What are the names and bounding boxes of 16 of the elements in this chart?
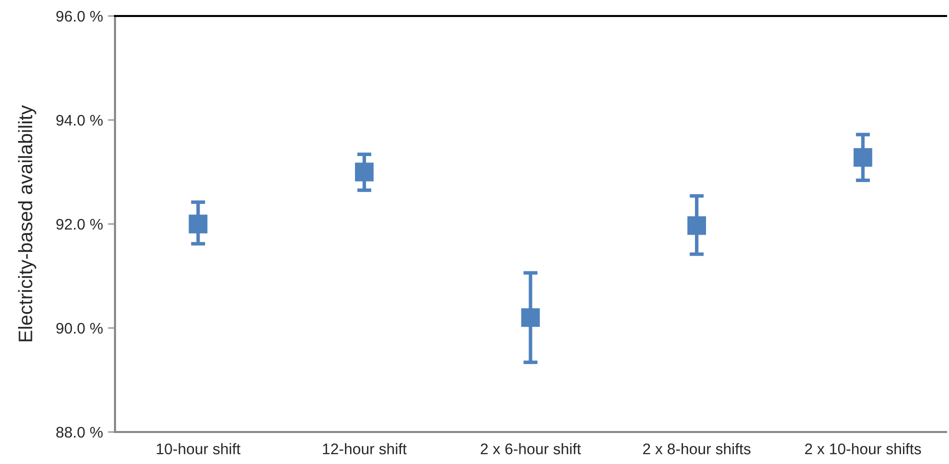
x-tick-label: 2 x 10-hour shifts (805, 443, 921, 454)
point (188, 214, 208, 234)
x-tick-label: 2 x 6-hour shift (480, 443, 581, 454)
y-tick-label: 92.0 % (56, 218, 103, 230)
x-tick-label: 2 x 8-hour shifts (643, 443, 750, 454)
x-tick-label: 10-hour shift (156, 443, 240, 454)
y-tick-label: 96.0 % (56, 10, 103, 22)
y-tick-label: 94.0 % (56, 114, 103, 126)
point (854, 148, 872, 167)
y-axis-title: Electricity-based availability (18, 105, 36, 342)
x-tick-label: 12-hour shift (323, 443, 407, 454)
point (354, 162, 374, 182)
point (687, 216, 706, 235)
point (521, 308, 540, 327)
y-tick-label: 90.0 % (56, 322, 103, 334)
y-tick-label: 88.0 % (56, 426, 103, 438)
